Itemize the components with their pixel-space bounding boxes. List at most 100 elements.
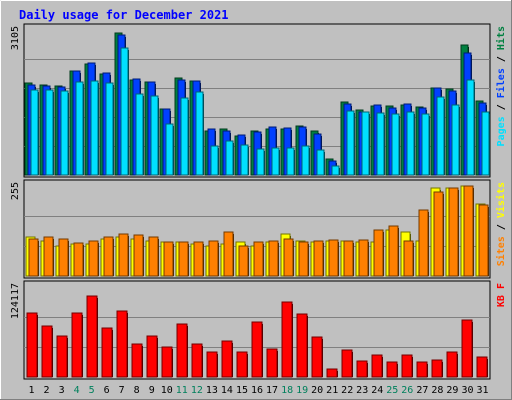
bar-kb-f-24 <box>371 354 383 378</box>
x-tick-label-4: 4 <box>74 385 80 396</box>
bar-kb-f-20 <box>311 336 323 378</box>
x-tick-label-6: 6 <box>104 385 110 396</box>
legend-separator: / <box>496 218 507 236</box>
x-tick-label-7: 7 <box>119 385 125 396</box>
bar-kb-f-26 <box>401 354 413 378</box>
bar-pages-15 <box>240 144 249 176</box>
bar-pages-27 <box>421 113 430 176</box>
bar-sites-28 <box>433 191 444 277</box>
bar-pages-29 <box>451 104 460 176</box>
bar-sites-7 <box>118 233 129 277</box>
bar-pages-21 <box>331 165 340 176</box>
x-tick-label-21: 21 <box>326 385 338 396</box>
x-tick-label-5: 5 <box>89 385 95 396</box>
bar-sites-25 <box>388 225 399 277</box>
x-tick-label-26: 26 <box>401 385 413 396</box>
y-max-label: 3105 <box>10 26 21 50</box>
x-tick-label-13: 13 <box>206 385 218 396</box>
bar-kb-f-8 <box>131 343 143 378</box>
bar-kb-f-30 <box>461 319 473 378</box>
bar-sites-9 <box>148 236 159 277</box>
bar-pages-28 <box>436 96 445 176</box>
bar-pages-14 <box>225 140 234 176</box>
legend-entry: Hits <box>495 26 507 50</box>
bar-sites-20 <box>313 240 324 277</box>
bar-sites-5 <box>88 240 99 277</box>
bar-kb-f-19 <box>296 313 308 378</box>
bar-sites-21 <box>328 239 339 277</box>
x-tick-label-27: 27 <box>416 385 428 396</box>
x-tick-label-23: 23 <box>356 385 368 396</box>
x-tick-label-1: 1 <box>28 385 34 396</box>
bar-kb-f-12 <box>191 343 203 378</box>
bar-kb-f-25 <box>386 361 398 378</box>
kbytes-panel: 124117 KB F <box>10 280 507 380</box>
x-tick-label-14: 14 <box>221 385 233 396</box>
bar-pages-7 <box>120 47 129 176</box>
legend-separator: / <box>496 98 507 116</box>
bar-pages-18 <box>286 147 295 176</box>
legend-entry: Pages <box>496 116 507 146</box>
legend-entry: KB F <box>496 283 507 307</box>
visits-panel: 255 Sites / Visits <box>10 179 507 279</box>
bar-sites-22 <box>343 240 354 277</box>
bar-kb-f-29 <box>446 351 458 378</box>
bar-kb-f-5 <box>86 295 98 378</box>
x-tick-label-3: 3 <box>59 385 65 396</box>
bar-kb-f-27 <box>416 361 428 378</box>
x-tick-label-8: 8 <box>134 385 140 396</box>
x-tick-label-30: 30 <box>461 385 473 396</box>
bar-pages-17 <box>271 147 280 176</box>
bar-kb-f-16 <box>251 321 263 378</box>
legend: Pages / Files / Hits <box>495 26 507 146</box>
x-tick-label-17: 17 <box>266 385 278 396</box>
bar-pages-20 <box>316 149 325 176</box>
bar-sites-23 <box>358 239 369 277</box>
bar-kb-f-14 <box>221 340 233 378</box>
bar-kb-f-17 <box>266 348 278 378</box>
x-tick-label-20: 20 <box>311 385 323 396</box>
bar-kb-f-10 <box>161 346 173 378</box>
bar-pages-9 <box>150 95 159 176</box>
legend-entry: Visits <box>495 182 507 218</box>
bar-sites-24 <box>373 229 384 277</box>
bar-sites-26 <box>403 240 414 277</box>
bar-kb-f-2 <box>41 325 53 378</box>
bar-pages-8 <box>135 93 144 176</box>
bar-kb-f-13 <box>206 351 218 378</box>
bar-pages-1 <box>30 89 39 176</box>
bar-kb-f-1 <box>26 312 38 378</box>
bar-sites-19 <box>298 241 309 277</box>
bar-kb-f-15 <box>236 351 248 378</box>
bar-sites-10 <box>163 241 174 277</box>
legend: Sites / Visits <box>495 182 507 266</box>
bar-sites-17 <box>268 240 279 277</box>
bar-pages-10 <box>165 123 174 176</box>
x-tick-label-16: 16 <box>251 385 263 396</box>
bar-pages-16 <box>256 148 265 176</box>
bar-sites-13 <box>208 240 219 277</box>
bar-sites-29 <box>448 187 459 277</box>
bar-kb-f-18 <box>281 301 293 378</box>
bar-pages-30 <box>466 79 475 176</box>
x-tick-label-10: 10 <box>161 385 173 396</box>
bar-kb-f-4 <box>71 312 83 378</box>
bar-pages-2 <box>45 89 54 176</box>
x-tick-label-19: 19 <box>296 385 308 396</box>
legend: KB F <box>496 283 507 307</box>
x-tick-label-9: 9 <box>149 385 155 396</box>
bar-kb-f-22 <box>341 349 353 378</box>
bar-pages-23 <box>361 111 370 176</box>
bar-sites-16 <box>253 241 264 277</box>
bar-pages-4 <box>75 81 84 176</box>
chart-title: Daily usage for December 2021 <box>19 8 229 22</box>
bar-kb-f-28 <box>431 359 443 378</box>
bar-pages-3 <box>60 90 69 176</box>
bar-kb-f-31 <box>476 356 488 378</box>
bar-kb-f-11 <box>176 323 188 378</box>
y-max-label: 124117 <box>10 283 21 319</box>
x-axis-labels: 1 2 3 4 5 6 7 8 9 10 11 12 13 14 15 16 17 18 19 20 21 22 23 24 2… <box>28 385 488 396</box>
bar-sites-12 <box>193 241 204 277</box>
bar-sites-31 <box>478 204 489 277</box>
